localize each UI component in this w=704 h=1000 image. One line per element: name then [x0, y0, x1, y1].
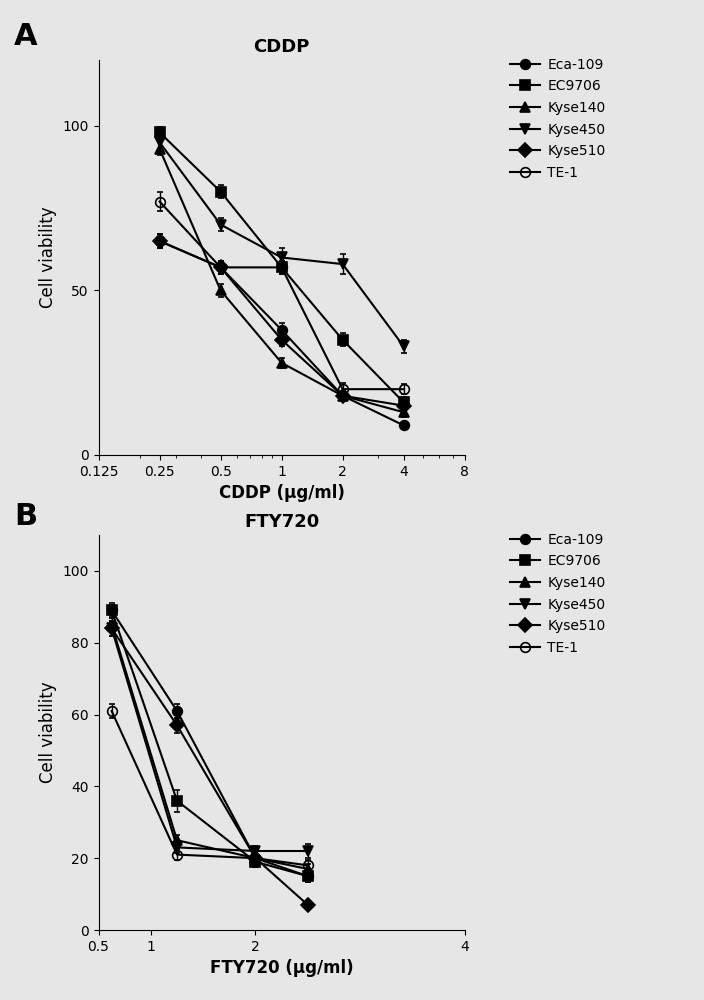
Title: CDDP: CDDP: [253, 38, 310, 56]
Legend: Eca-109, EC9706, Kyse140, Kyse450, Kyse510, TE-1: Eca-109, EC9706, Kyse140, Kyse450, Kyse5…: [504, 527, 611, 660]
Text: A: A: [14, 22, 38, 51]
X-axis label: FTY720 (µg/ml): FTY720 (µg/ml): [210, 959, 353, 977]
X-axis label: CDDP (µg/ml): CDDP (µg/ml): [219, 484, 344, 502]
Y-axis label: Cell viability: Cell viability: [39, 682, 57, 783]
Legend: Eca-109, EC9706, Kyse140, Kyse450, Kyse510, TE-1: Eca-109, EC9706, Kyse140, Kyse450, Kyse5…: [504, 52, 611, 185]
Title: FTY720: FTY720: [244, 513, 319, 531]
Y-axis label: Cell viability: Cell viability: [39, 207, 57, 308]
Text: B: B: [14, 502, 37, 531]
